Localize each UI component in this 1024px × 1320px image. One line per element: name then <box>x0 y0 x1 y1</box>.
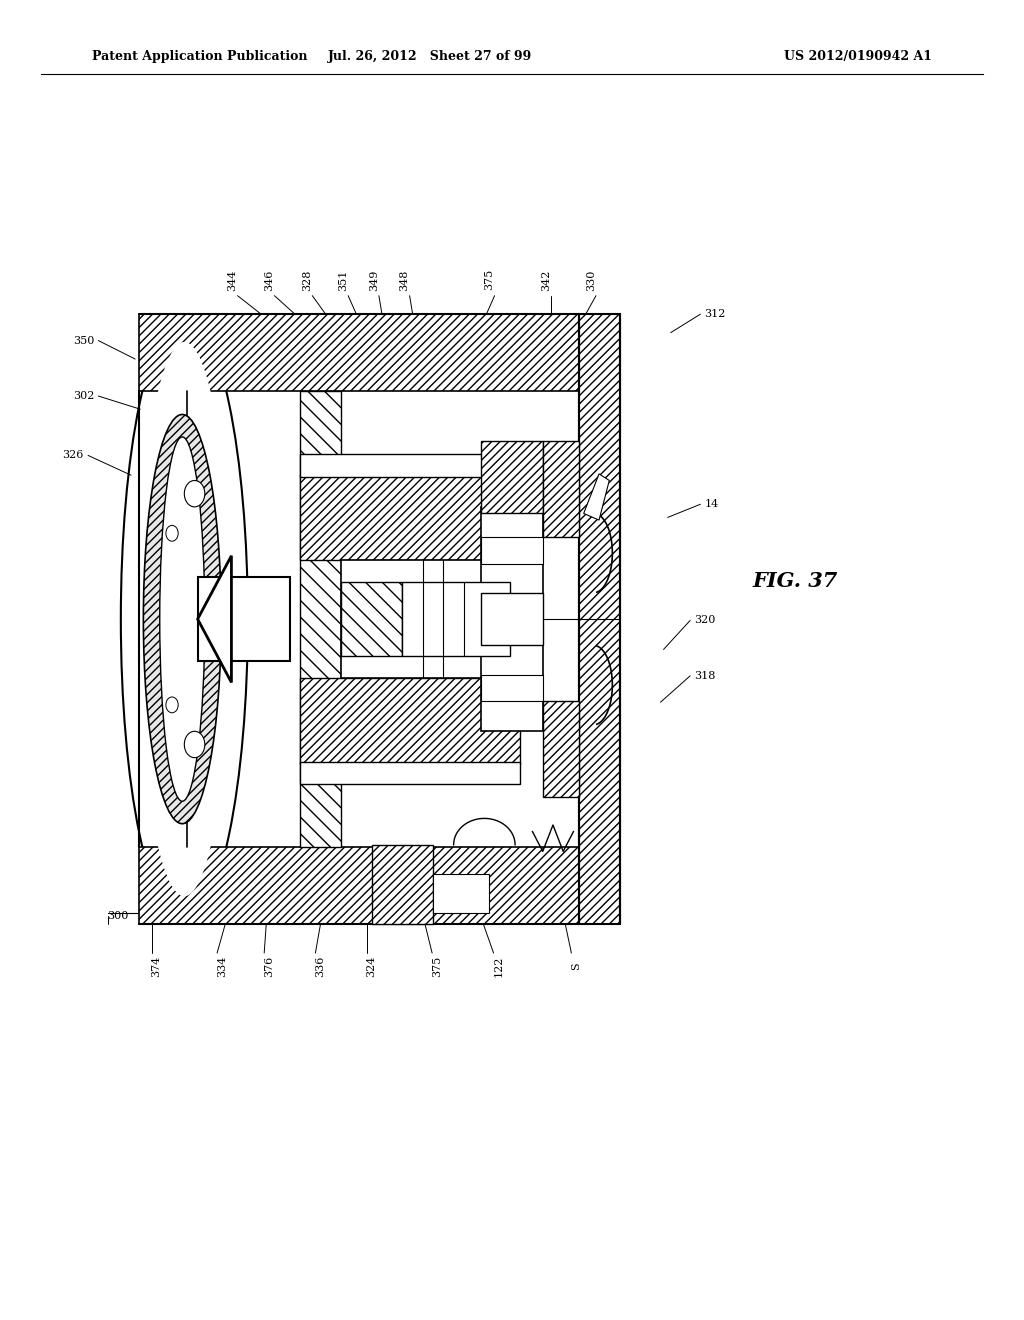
Text: 344: 344 <box>227 269 238 290</box>
Text: 330: 330 <box>586 269 596 290</box>
Bar <box>139 314 581 391</box>
Text: 14: 14 <box>705 499 719 510</box>
Text: 374: 374 <box>152 956 162 977</box>
Text: 346: 346 <box>264 269 274 290</box>
Ellipse shape <box>184 480 205 507</box>
Bar <box>481 537 543 564</box>
Text: 336: 336 <box>315 956 326 977</box>
Text: 318: 318 <box>694 671 716 681</box>
Ellipse shape <box>121 315 248 923</box>
Ellipse shape <box>166 697 178 713</box>
Polygon shape <box>198 556 231 682</box>
Bar <box>300 391 341 847</box>
Ellipse shape <box>160 437 205 801</box>
Bar <box>481 507 543 731</box>
Bar <box>402 582 510 656</box>
Text: 326: 326 <box>62 450 84 461</box>
Bar <box>300 454 520 477</box>
Bar <box>341 560 510 678</box>
Bar <box>341 582 402 656</box>
Text: 302: 302 <box>73 391 94 401</box>
Text: Jul. 26, 2012   Sheet 27 of 99: Jul. 26, 2012 Sheet 27 of 99 <box>328 50 532 63</box>
Text: 300: 300 <box>108 911 129 921</box>
Bar <box>481 675 543 701</box>
Bar <box>300 474 520 560</box>
Bar <box>372 845 433 924</box>
Bar <box>543 701 579 797</box>
Text: Patent Application Publication: Patent Application Publication <box>92 50 307 63</box>
Bar <box>481 593 543 645</box>
Text: 376: 376 <box>264 956 274 977</box>
Bar <box>233 582 288 656</box>
Text: 351: 351 <box>338 269 348 290</box>
Text: 312: 312 <box>705 309 726 319</box>
Text: US 2012/0190942 A1: US 2012/0190942 A1 <box>783 50 932 63</box>
Bar <box>139 847 581 924</box>
Bar <box>543 441 579 537</box>
Ellipse shape <box>143 414 221 824</box>
Text: 320: 320 <box>694 615 716 626</box>
Text: S: S <box>571 962 582 970</box>
Text: 324: 324 <box>367 956 377 977</box>
Text: 350: 350 <box>73 335 94 346</box>
Text: 375: 375 <box>484 269 495 290</box>
Polygon shape <box>584 474 609 520</box>
Text: 334: 334 <box>217 956 227 977</box>
Text: 328: 328 <box>302 269 312 290</box>
Text: 342: 342 <box>541 269 551 290</box>
Bar <box>579 314 620 924</box>
Ellipse shape <box>184 731 205 758</box>
Bar <box>510 611 543 627</box>
Text: 375: 375 <box>432 956 442 977</box>
Bar <box>198 577 290 661</box>
Ellipse shape <box>166 525 178 541</box>
Bar <box>300 678 520 764</box>
Text: FIG. 37: FIG. 37 <box>753 570 838 591</box>
Text: 122: 122 <box>494 956 504 977</box>
Text: 349: 349 <box>369 269 379 290</box>
Bar <box>481 441 543 513</box>
Bar <box>300 762 520 784</box>
Text: 348: 348 <box>399 269 410 290</box>
Ellipse shape <box>138 342 230 896</box>
Bar <box>433 874 489 913</box>
